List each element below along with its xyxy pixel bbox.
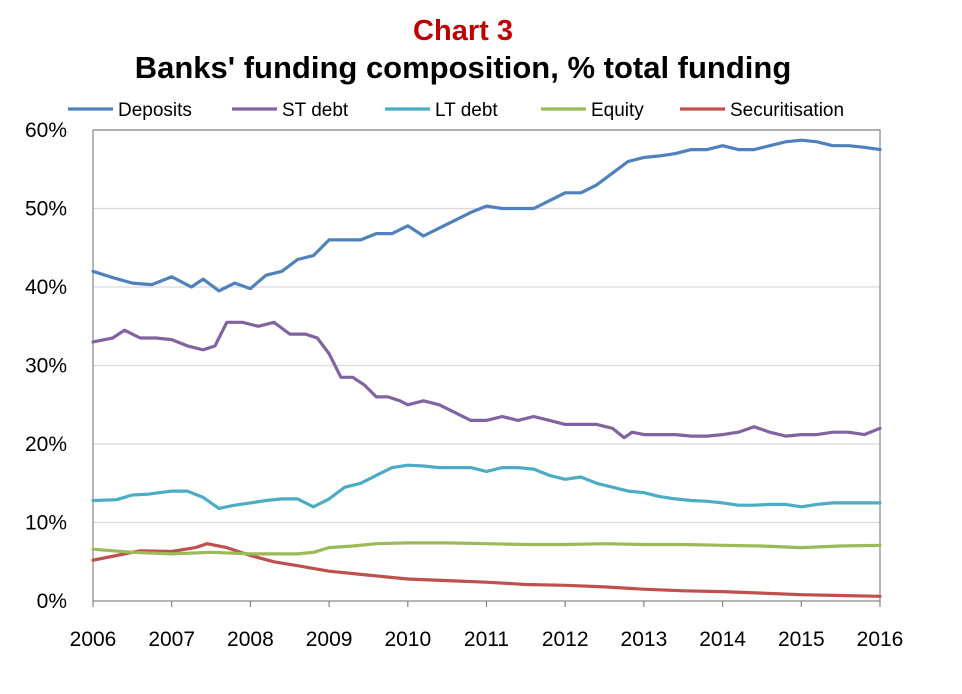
- x-tick-label: 2012: [542, 628, 589, 651]
- y-tick-label: 30%: [25, 355, 67, 378]
- chart-kicker: Chart 3: [413, 15, 513, 47]
- x-tick-label: 2014: [699, 628, 746, 651]
- legend-label-deposits: Deposits: [118, 100, 192, 121]
- y-tick-label: 50%: [25, 198, 67, 221]
- chart-title: Banks' funding composition, % total fund…: [135, 50, 792, 85]
- y-tick-label: 10%: [25, 512, 67, 535]
- x-tick-label: 2011: [464, 628, 509, 651]
- y-tick-label: 20%: [25, 433, 67, 456]
- x-tick-label: 2007: [148, 628, 195, 651]
- series-line-securitisation: [91, 542, 882, 598]
- series-line-lt-debt: [91, 463, 882, 510]
- gridlines: [93, 129, 880, 524]
- legend-label-equity: Equity: [591, 100, 644, 121]
- x-tick-label: 2015: [778, 628, 825, 651]
- x-tick-label: 2016: [857, 628, 904, 651]
- series-line-equity: [91, 541, 882, 556]
- axes: [92, 129, 881, 607]
- x-tick-label: 2006: [70, 628, 117, 651]
- legend: Deposits ST debt LT debt Equity Securitisati…: [68, 100, 844, 121]
- tick-labels: 0% 10% 20% 30% 40% 50% 60% 2006 2007 2008 2009 2010…: [25, 119, 903, 651]
- y-tick-label: 40%: [25, 276, 67, 299]
- legend-label-lt-debt: LT debt: [435, 100, 498, 121]
- legend-label-st-debt: ST debt: [282, 100, 349, 121]
- y-tick-label: 0%: [37, 590, 67, 613]
- series-line-deposits: [91, 138, 882, 293]
- series-line-st-debt: [91, 320, 882, 440]
- y-tick-label: 60%: [25, 119, 67, 142]
- x-tick-label: 2010: [384, 628, 431, 651]
- x-tick-label: 2009: [306, 628, 353, 651]
- legend-label-securitisation: Securitisation: [730, 100, 844, 121]
- x-tick-label: 2013: [621, 628, 668, 651]
- plot-area: [91, 138, 882, 598]
- x-tick-label: 2008: [227, 628, 274, 651]
